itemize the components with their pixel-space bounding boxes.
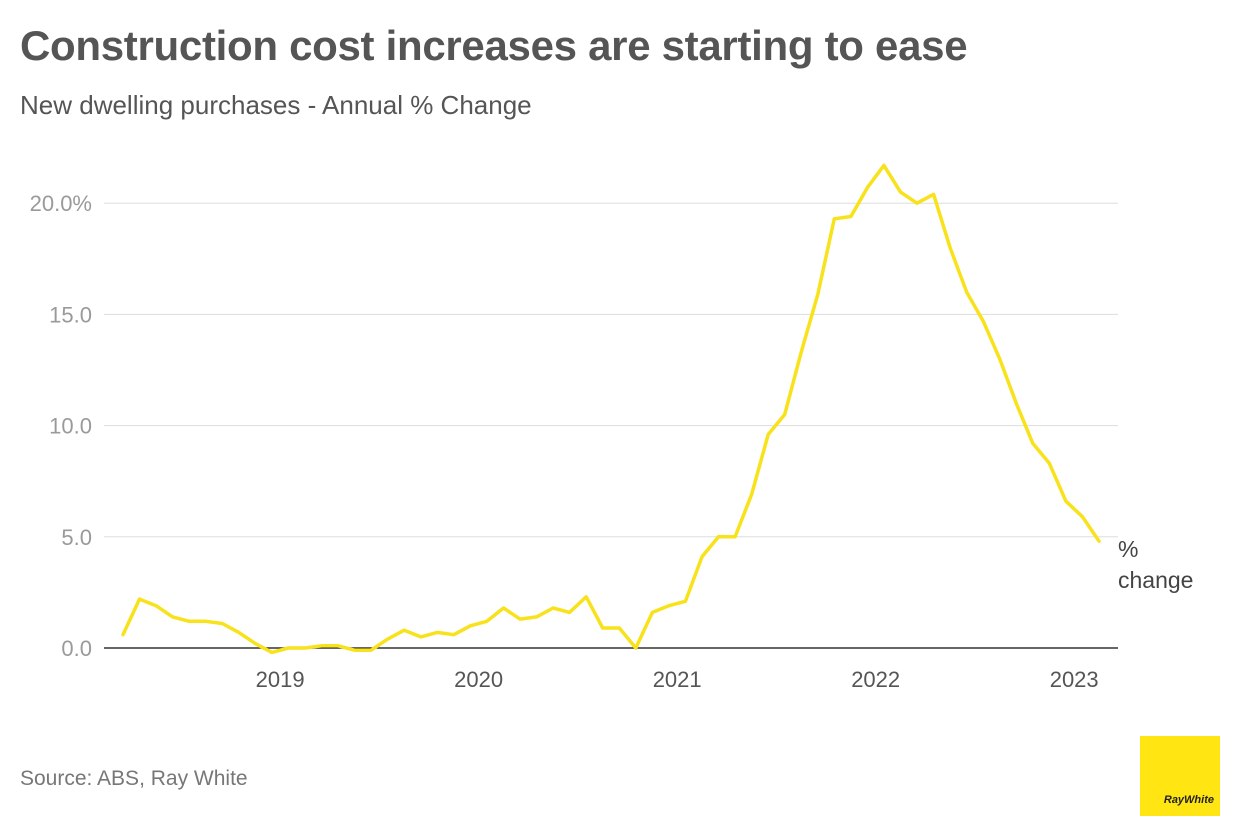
- data-point: [501, 606, 505, 610]
- data-point: [154, 604, 158, 608]
- x-axis-tick-labels: 2019 2020 2021 2022 2023: [256, 667, 1099, 692]
- y-axis-tick-labels: 0.0 5.0 10.0 15.0 20.0%: [30, 191, 92, 661]
- chart-subtitle: New dwelling purchases - Annual % Change: [20, 90, 532, 120]
- series-end-label-line: change: [1118, 567, 1193, 593]
- y-tick-label: 0.0: [61, 636, 92, 661]
- data-point: [700, 555, 704, 559]
- chart-title: Construction cost increases are starting…: [20, 22, 968, 69]
- data-point: [915, 201, 919, 205]
- y-tick-label: 20.0%: [30, 191, 92, 216]
- data-point: [601, 626, 605, 630]
- data-point: [733, 535, 737, 539]
- data-point: [138, 597, 142, 601]
- data-point: [667, 604, 671, 608]
- data-point: [882, 163, 886, 167]
- x-tick-label: 2023: [1050, 667, 1099, 692]
- data-point: [865, 186, 869, 190]
- data-point: [402, 628, 406, 632]
- data-point: [336, 644, 340, 648]
- x-tick-label: 2019: [256, 667, 305, 692]
- y-tick-label: 15.0: [49, 302, 92, 327]
- data-point: [766, 432, 770, 436]
- data-point: [1014, 401, 1018, 405]
- data-point: [816, 292, 820, 296]
- data-point: [849, 215, 853, 219]
- data-point: [683, 599, 687, 603]
- data-point: [270, 650, 274, 654]
- x-tick-label: 2020: [454, 667, 503, 692]
- data-point: [303, 646, 307, 650]
- data-point: [121, 633, 125, 637]
- data-point: [353, 648, 357, 652]
- data-point: [998, 357, 1002, 361]
- data-point: [783, 412, 787, 416]
- data-point: [832, 217, 836, 221]
- data-point: [948, 246, 952, 250]
- data-point: [1064, 499, 1068, 503]
- data-point: [717, 535, 721, 539]
- data-point: [965, 290, 969, 294]
- data-point: [932, 192, 936, 196]
- data-point: [750, 493, 754, 497]
- source-note: Source: ABS, Ray White: [20, 767, 248, 790]
- y-tick-label: 5.0: [61, 525, 92, 550]
- data-point: [485, 619, 489, 623]
- data-point: [898, 190, 902, 194]
- data-point: [435, 630, 439, 634]
- series-label-layer: % change: [1118, 536, 1193, 593]
- data-point: [617, 626, 621, 630]
- ray-white-logo-wordmark: RayWhite: [1163, 794, 1214, 806]
- data-point: [1097, 539, 1101, 543]
- line-chart: 0.0 5.0 10.0 15.0 20.0% 2019 2020 2021 2022 2023…: [30, 163, 1193, 692]
- data-point: [1047, 461, 1051, 465]
- data-point: [1080, 515, 1084, 519]
- data-point: [369, 648, 373, 652]
- data-point: [419, 635, 423, 639]
- data-point: [253, 642, 257, 646]
- x-tick-label: 2022: [851, 667, 900, 692]
- data-point: [204, 619, 208, 623]
- data-point: [237, 630, 241, 634]
- data-point: [220, 622, 224, 626]
- data-point: [468, 624, 472, 628]
- data-point: [584, 595, 588, 599]
- ray-white-logo: RayWhite: [1140, 736, 1220, 816]
- series-end-label-line: %: [1118, 536, 1138, 562]
- series-end-label: % change: [1118, 536, 1193, 593]
- series-layer: [121, 163, 1101, 655]
- data-point: [452, 633, 456, 637]
- data-point: [551, 606, 555, 610]
- data-point: [650, 610, 654, 614]
- x-tick-label: 2021: [653, 667, 702, 692]
- data-point: [386, 637, 390, 641]
- data-point: [799, 350, 803, 354]
- data-point: [1031, 441, 1035, 445]
- data-point: [286, 646, 290, 650]
- data-point: [187, 619, 191, 623]
- series-line: [121, 163, 1101, 655]
- data-point: [634, 646, 638, 650]
- grid-lines: [104, 202, 1118, 649]
- data-point: [518, 617, 522, 621]
- data-point: [535, 615, 539, 619]
- data-point: [981, 319, 985, 323]
- data-point: [171, 615, 175, 619]
- y-tick-label: 10.0: [49, 414, 92, 439]
- data-point: [320, 644, 324, 648]
- data-point: [568, 610, 572, 614]
